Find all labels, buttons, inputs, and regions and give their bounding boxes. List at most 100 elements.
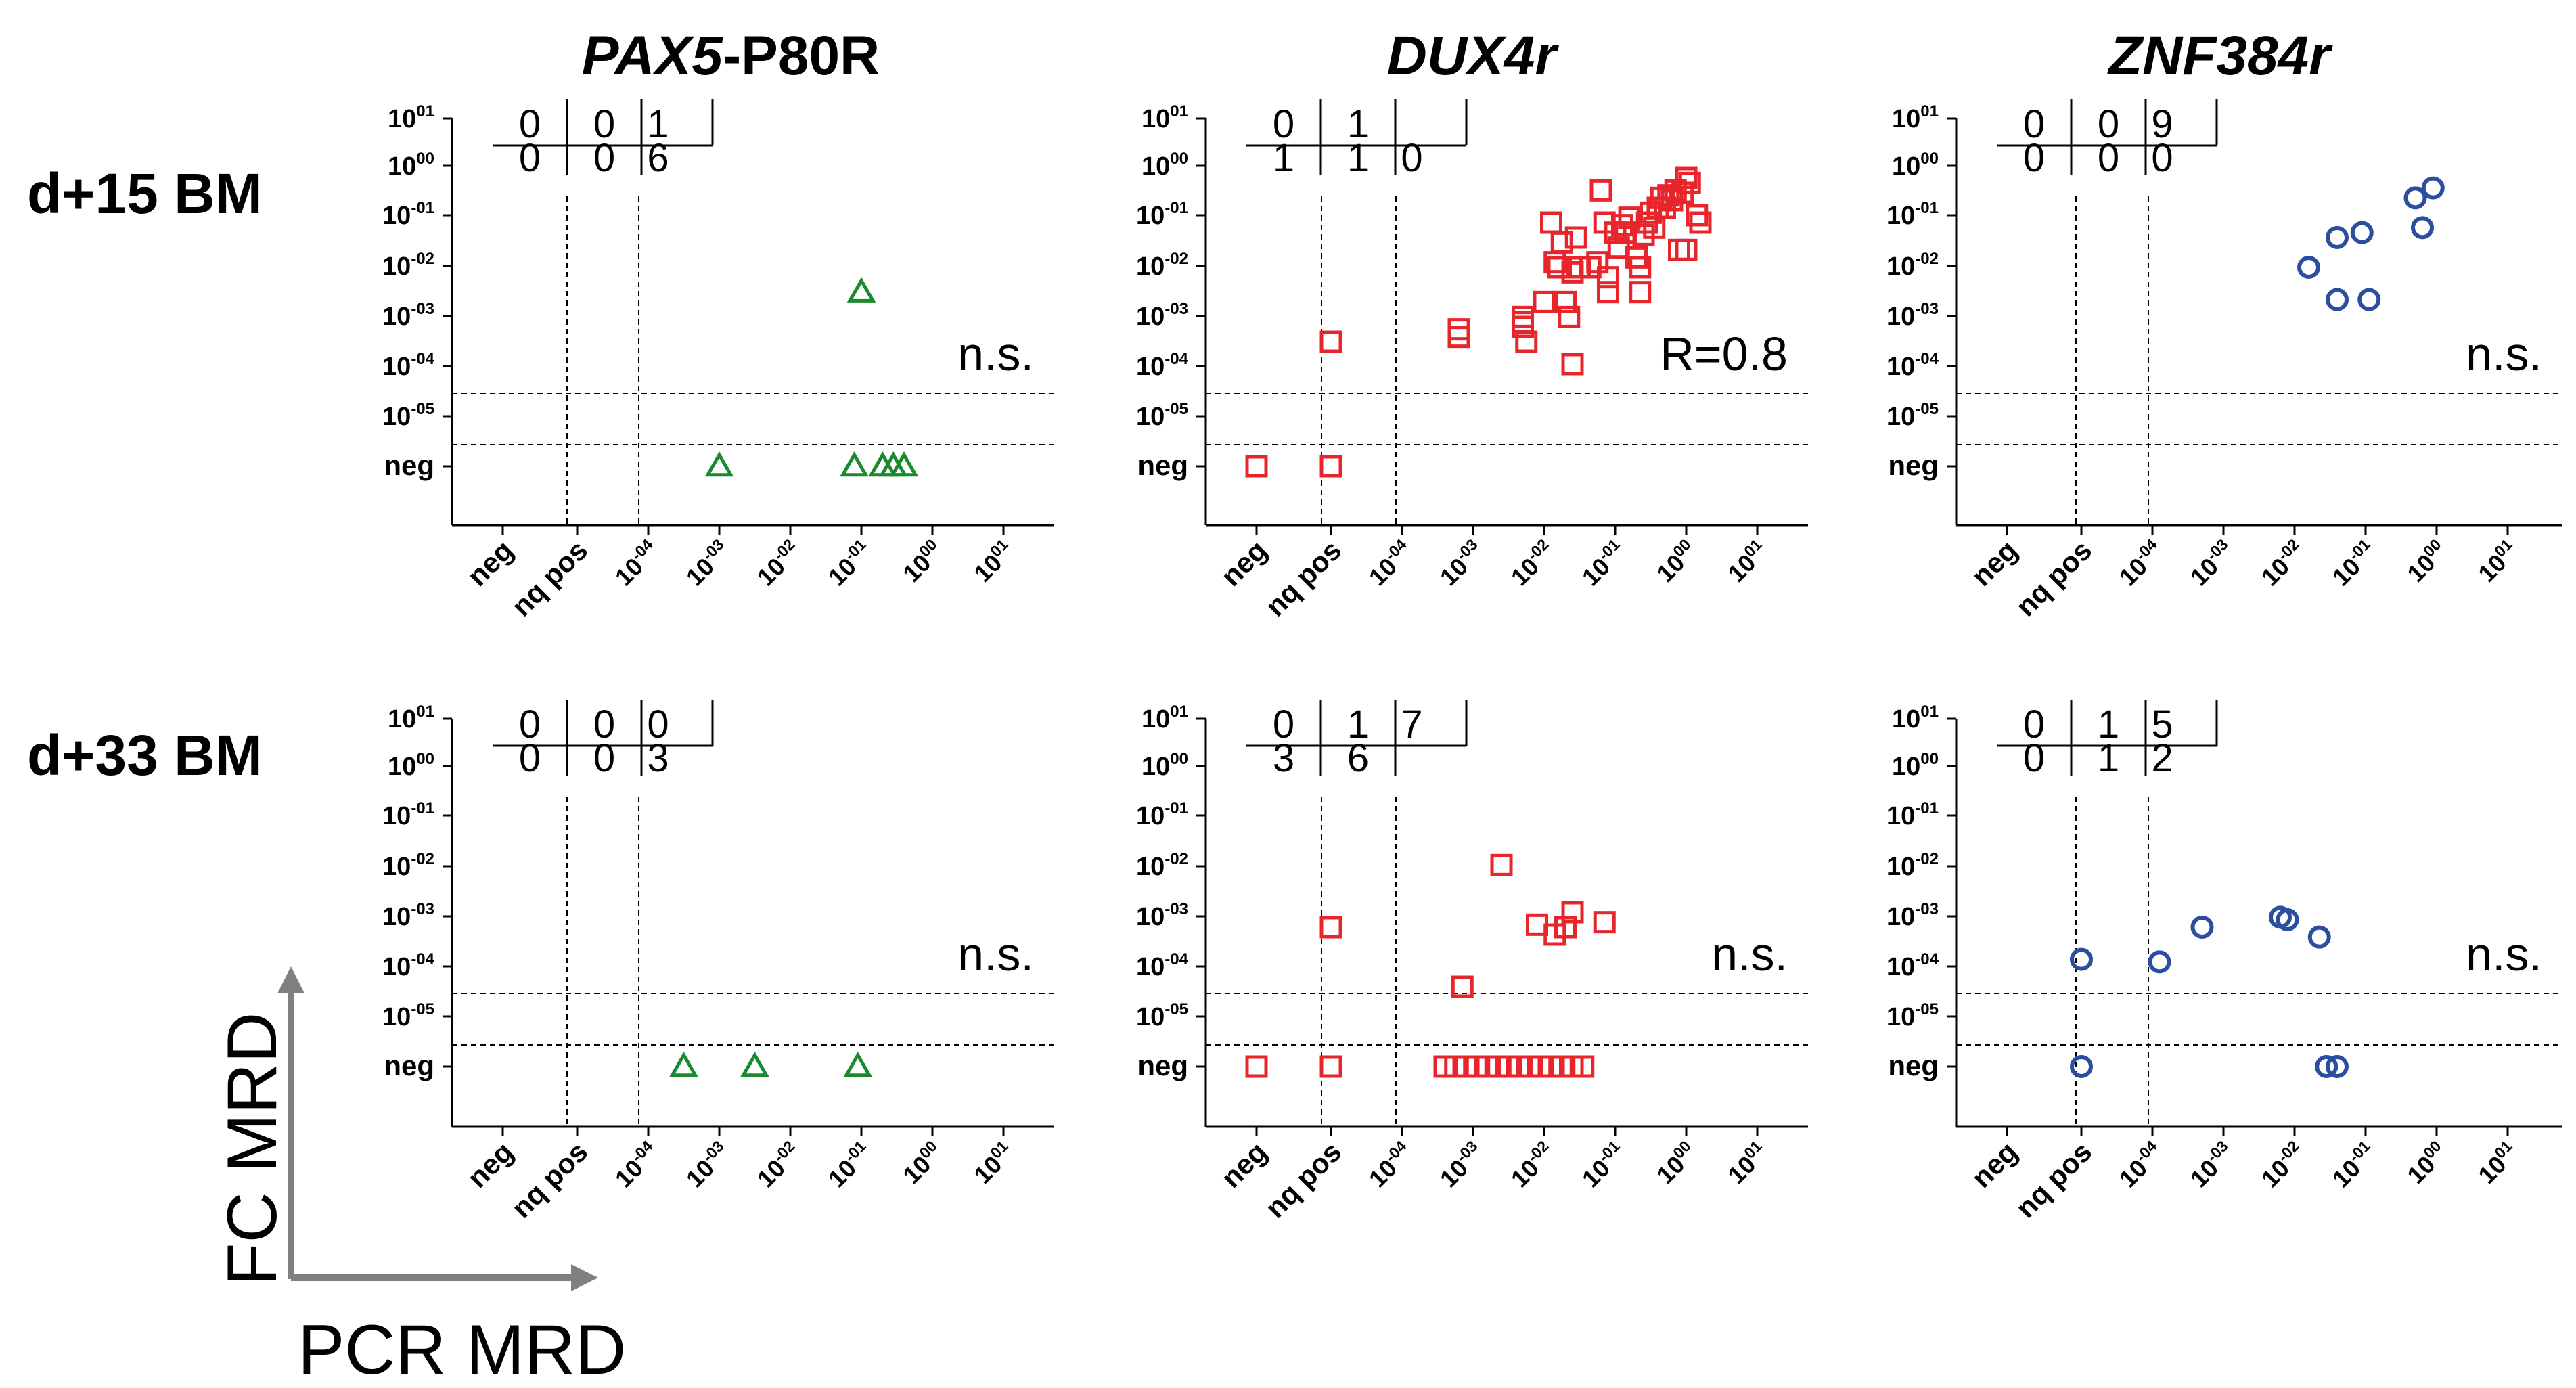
x-tick-label: 10-01	[821, 535, 877, 591]
y-tick-label-base: 10	[382, 353, 411, 381]
y-tick-label-exp: -04	[411, 350, 434, 368]
y-tick-label: 10-01	[382, 199, 434, 230]
data-point	[2190, 916, 2214, 939]
x-tick-label: neg	[461, 1136, 519, 1194]
row-label: d+15 BM	[27, 162, 263, 225]
y-tick-label-base: 10	[382, 802, 411, 830]
data-point	[740, 1051, 769, 1077]
significance-annotation: n.s.	[2466, 328, 2542, 380]
x-tick-label: 10-01	[1575, 1137, 1631, 1192]
y-tick-label-base: 10	[1136, 202, 1165, 230]
data-point	[1245, 455, 1268, 478]
y-tick-label-exp: -02	[411, 250, 434, 268]
data-point	[1675, 166, 1698, 189]
panel-3: d+33 BMneg10-0510-0410-0310-0210-0110001…	[27, 700, 1054, 1224]
y-tick-label: 1001	[388, 102, 434, 133]
significance-annotation: n.s.	[1711, 928, 1788, 981]
y-tick-label-base: 10	[1136, 903, 1165, 931]
data-point	[2411, 216, 2434, 240]
y-tick-label-base: 10	[1892, 105, 1920, 133]
x-tick-label: 1000	[1650, 535, 1702, 587]
y-tick-label-exp: -03	[1165, 900, 1188, 918]
x-tick-label: 10-02	[2255, 535, 2310, 591]
y-tick-label-base: 10	[1136, 303, 1165, 331]
data-point	[1597, 266, 1619, 289]
y-tick-label: 10-04	[382, 350, 435, 381]
y-tick-label: 10-03	[1136, 300, 1188, 331]
y-tick-label: 10-02	[382, 850, 434, 881]
quadrant-count: 0	[2098, 136, 2119, 180]
y-tick-label: 10-05	[1136, 400, 1188, 431]
panel-4: neg10-0510-0410-0310-0210-0110001001negn…	[1136, 700, 1808, 1224]
data-point	[1561, 901, 1584, 924]
y-tick-label: 10-04	[1886, 950, 1939, 981]
data-point	[1319, 330, 1342, 353]
x-arrow-head	[571, 1264, 598, 1291]
panel-title: DUX4r	[1387, 25, 1560, 87]
y-tick-label-base: 10	[388, 705, 416, 734]
y-tick-label-base: 10	[1142, 152, 1170, 181]
data-point	[889, 451, 919, 477]
data-point	[1629, 256, 1652, 279]
data-point	[2315, 1055, 2338, 1078]
y-tick-label: 10-04	[1136, 950, 1189, 981]
data-point	[1547, 256, 1570, 279]
y-tick-label: 10-02	[1886, 250, 1939, 281]
x-tick-label: 1000	[897, 1137, 949, 1189]
x-tick-label: 10-04	[1362, 535, 1418, 591]
data-point	[2326, 288, 2349, 311]
y-tick-label: 1001	[1142, 702, 1188, 734]
y-tick-label-exp: -05	[1165, 400, 1188, 418]
x-tick-label: 10-04	[2112, 1137, 2168, 1192]
quadrant-count: 0	[593, 102, 615, 146]
data-point	[1611, 214, 1633, 237]
y-tick-label-base: 10	[382, 1003, 411, 1031]
y-tick-label-exp: -01	[411, 199, 434, 217]
data-point	[843, 1051, 873, 1077]
y-tick-label-base: 10	[1892, 705, 1920, 734]
y-tick-label-base: 10	[1886, 353, 1915, 381]
y-tick-label-exp: -04	[1165, 950, 1188, 968]
y-tick-label-base: 10	[382, 202, 411, 230]
data-point	[1564, 226, 1587, 249]
quadrant-count: 0	[2023, 102, 2045, 146]
x-tick-label: nq pos	[2010, 534, 2098, 623]
quadrant-count: 0	[519, 136, 541, 180]
y-tick-label-exp: -05	[1915, 400, 1939, 418]
x-tick-label: neg	[1215, 534, 1273, 592]
y-axis-legend-label: FC MRD	[213, 1012, 292, 1286]
y-tick-label: 10-03	[1886, 300, 1939, 331]
y-tick-label-exp: 00	[1920, 750, 1939, 768]
y-tick-label-exp: -01	[1165, 199, 1188, 217]
y-tick-label-base: 10	[1886, 953, 1915, 981]
quadrant-count: 6	[647, 136, 669, 180]
panel-title-italic: ZNF384r	[2107, 25, 2333, 87]
significance-annotation: n.s.	[957, 928, 1034, 981]
y-tick-label: 10-05	[382, 1000, 434, 1031]
y-tick-label-exp: -04	[1915, 350, 1939, 368]
panel-2: ZNF384rneg10-0510-0410-0310-0210-0110001…	[1886, 25, 2562, 623]
x-tick-label: 10-03	[2184, 1137, 2239, 1192]
y-tick-label-base: 10	[1142, 753, 1170, 781]
y-tick-label-base: 10	[1142, 105, 1170, 133]
significance-annotation: n.s.	[957, 328, 1034, 380]
quadrant-count: 0	[593, 736, 615, 780]
y-tick-label-base: 10	[382, 252, 411, 281]
x-tick-label: 10-03	[1433, 1137, 1489, 1192]
y-tick-label: 10-03	[1136, 900, 1188, 931]
y-tick-label-exp: 01	[416, 102, 434, 120]
x-tick-label: 10-02	[2255, 1137, 2310, 1192]
quadrant-count: 0	[519, 102, 541, 146]
x-tick-label: nq pos	[505, 534, 594, 623]
y-tick-label: 10-03	[1886, 900, 1939, 931]
y-tick-label-exp: 00	[416, 150, 434, 168]
panel-title-italic: DUX4r	[1387, 25, 1560, 87]
quadrant-count: 1	[1347, 702, 1369, 746]
y-tick-label: 10-05	[1886, 400, 1939, 431]
y-tick-label: neg	[384, 1050, 434, 1081]
y-tick-label-base: 10	[1142, 705, 1170, 734]
y-tick-label-base: 10	[1886, 303, 1915, 331]
y-tick-label: 10-04	[1136, 350, 1189, 381]
data-point	[1657, 184, 1680, 207]
